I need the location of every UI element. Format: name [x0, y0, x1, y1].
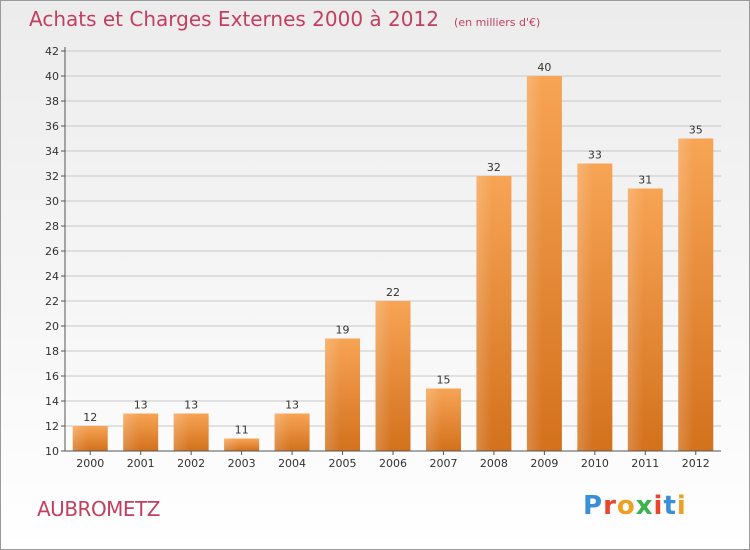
bar-value-label: 19	[336, 324, 350, 337]
axis-layer: 10 12 14 16 18 20 22 24 26 28 30 32 34 36 38 40 42	[45, 45, 721, 458]
y-tick-label: 16	[45, 370, 59, 383]
logo-letter: i	[676, 491, 687, 521]
y-tick-label: 14	[45, 395, 59, 408]
x-tick-label: 2003	[228, 457, 256, 470]
bar-highlight	[72, 426, 89, 451]
bar-highlight	[375, 301, 392, 451]
bar-highlight	[577, 163, 594, 451]
chart-title-main: Achats et Charges Externes 2000 à 2012	[29, 7, 439, 31]
bar-highlight	[678, 138, 695, 451]
x-tick-label: 2000	[76, 457, 104, 470]
y-tick-label: 36	[45, 120, 59, 133]
x-tick-label: 2012	[682, 457, 710, 470]
y-tick-label: 22	[45, 295, 59, 308]
bar-value-label: 13	[184, 399, 198, 412]
bar-value-label: 40	[537, 61, 551, 74]
bar-highlight	[224, 438, 240, 451]
label-layer: 2000 12 2001 13 2002 13 2003 11 2004 13 2005 19 2006…	[76, 61, 710, 470]
bar-highlight	[173, 413, 190, 451]
logo-letter: o	[616, 491, 636, 521]
x-tick-label: 2001	[127, 457, 155, 470]
proxiti-logo: Proxiti	[583, 491, 687, 521]
y-tick-label: 38	[45, 95, 59, 108]
logo-letter: t	[663, 491, 677, 521]
chart-unit: (en milliers d'€)	[454, 16, 541, 29]
bar-highlight	[425, 388, 442, 451]
y-tick-label: 10	[45, 445, 59, 458]
bar-highlight	[274, 413, 291, 451]
bar-highlight	[627, 188, 644, 451]
y-tick-label: 34	[45, 145, 59, 158]
bar-value-label: 15	[436, 374, 450, 387]
commune-name: AUBROMETZ	[37, 497, 161, 521]
y-tick-label: 12	[45, 420, 59, 433]
y-tick-label: 42	[45, 45, 59, 58]
logo-letter: P	[583, 491, 604, 521]
y-tick-label: 24	[45, 270, 59, 283]
x-tick-label: 2008	[480, 457, 508, 470]
x-tick-label: 2010	[581, 457, 609, 470]
x-tick-label: 2011	[631, 457, 659, 470]
x-tick-label: 2009	[530, 457, 558, 470]
x-tick-label: 2007	[429, 457, 457, 470]
bar-value-label: 32	[487, 161, 501, 174]
bar-value-label: 22	[386, 286, 400, 299]
y-tick-label: 32	[45, 170, 59, 183]
x-tick-label: 2004	[278, 457, 306, 470]
y-tick-label: 18	[45, 345, 59, 358]
bar-value-label: 13	[134, 399, 148, 412]
bar-highlight	[325, 338, 341, 451]
y-tick-label: 40	[45, 70, 59, 83]
bar-value-label: 11	[235, 424, 249, 437]
bar-value-label: 13	[285, 399, 299, 412]
bar-value-label: 33	[588, 149, 602, 162]
logo-letter: r	[603, 491, 617, 521]
y-tick-label: 26	[45, 245, 59, 258]
logo-letter: x	[635, 491, 654, 521]
bar-value-label: 12	[83, 411, 97, 424]
bar-value-label: 35	[689, 124, 703, 137]
y-tick-label: 20	[45, 320, 59, 333]
y-tick-label: 30	[45, 195, 59, 208]
bar-highlight	[526, 76, 543, 451]
bar-layer	[72, 76, 714, 451]
bar-value-label: 31	[638, 174, 652, 187]
bar-highlight	[123, 413, 139, 451]
chart-title: Achats et Charges Externes 2000 à 2012 (…	[29, 7, 540, 31]
y-tick-label: 28	[45, 220, 59, 233]
bar-highlight	[476, 176, 493, 451]
x-tick-label: 2005	[329, 457, 357, 470]
x-tick-label: 2002	[177, 457, 205, 470]
logo-letter: i	[653, 491, 664, 521]
x-tick-label: 2006	[379, 457, 407, 470]
